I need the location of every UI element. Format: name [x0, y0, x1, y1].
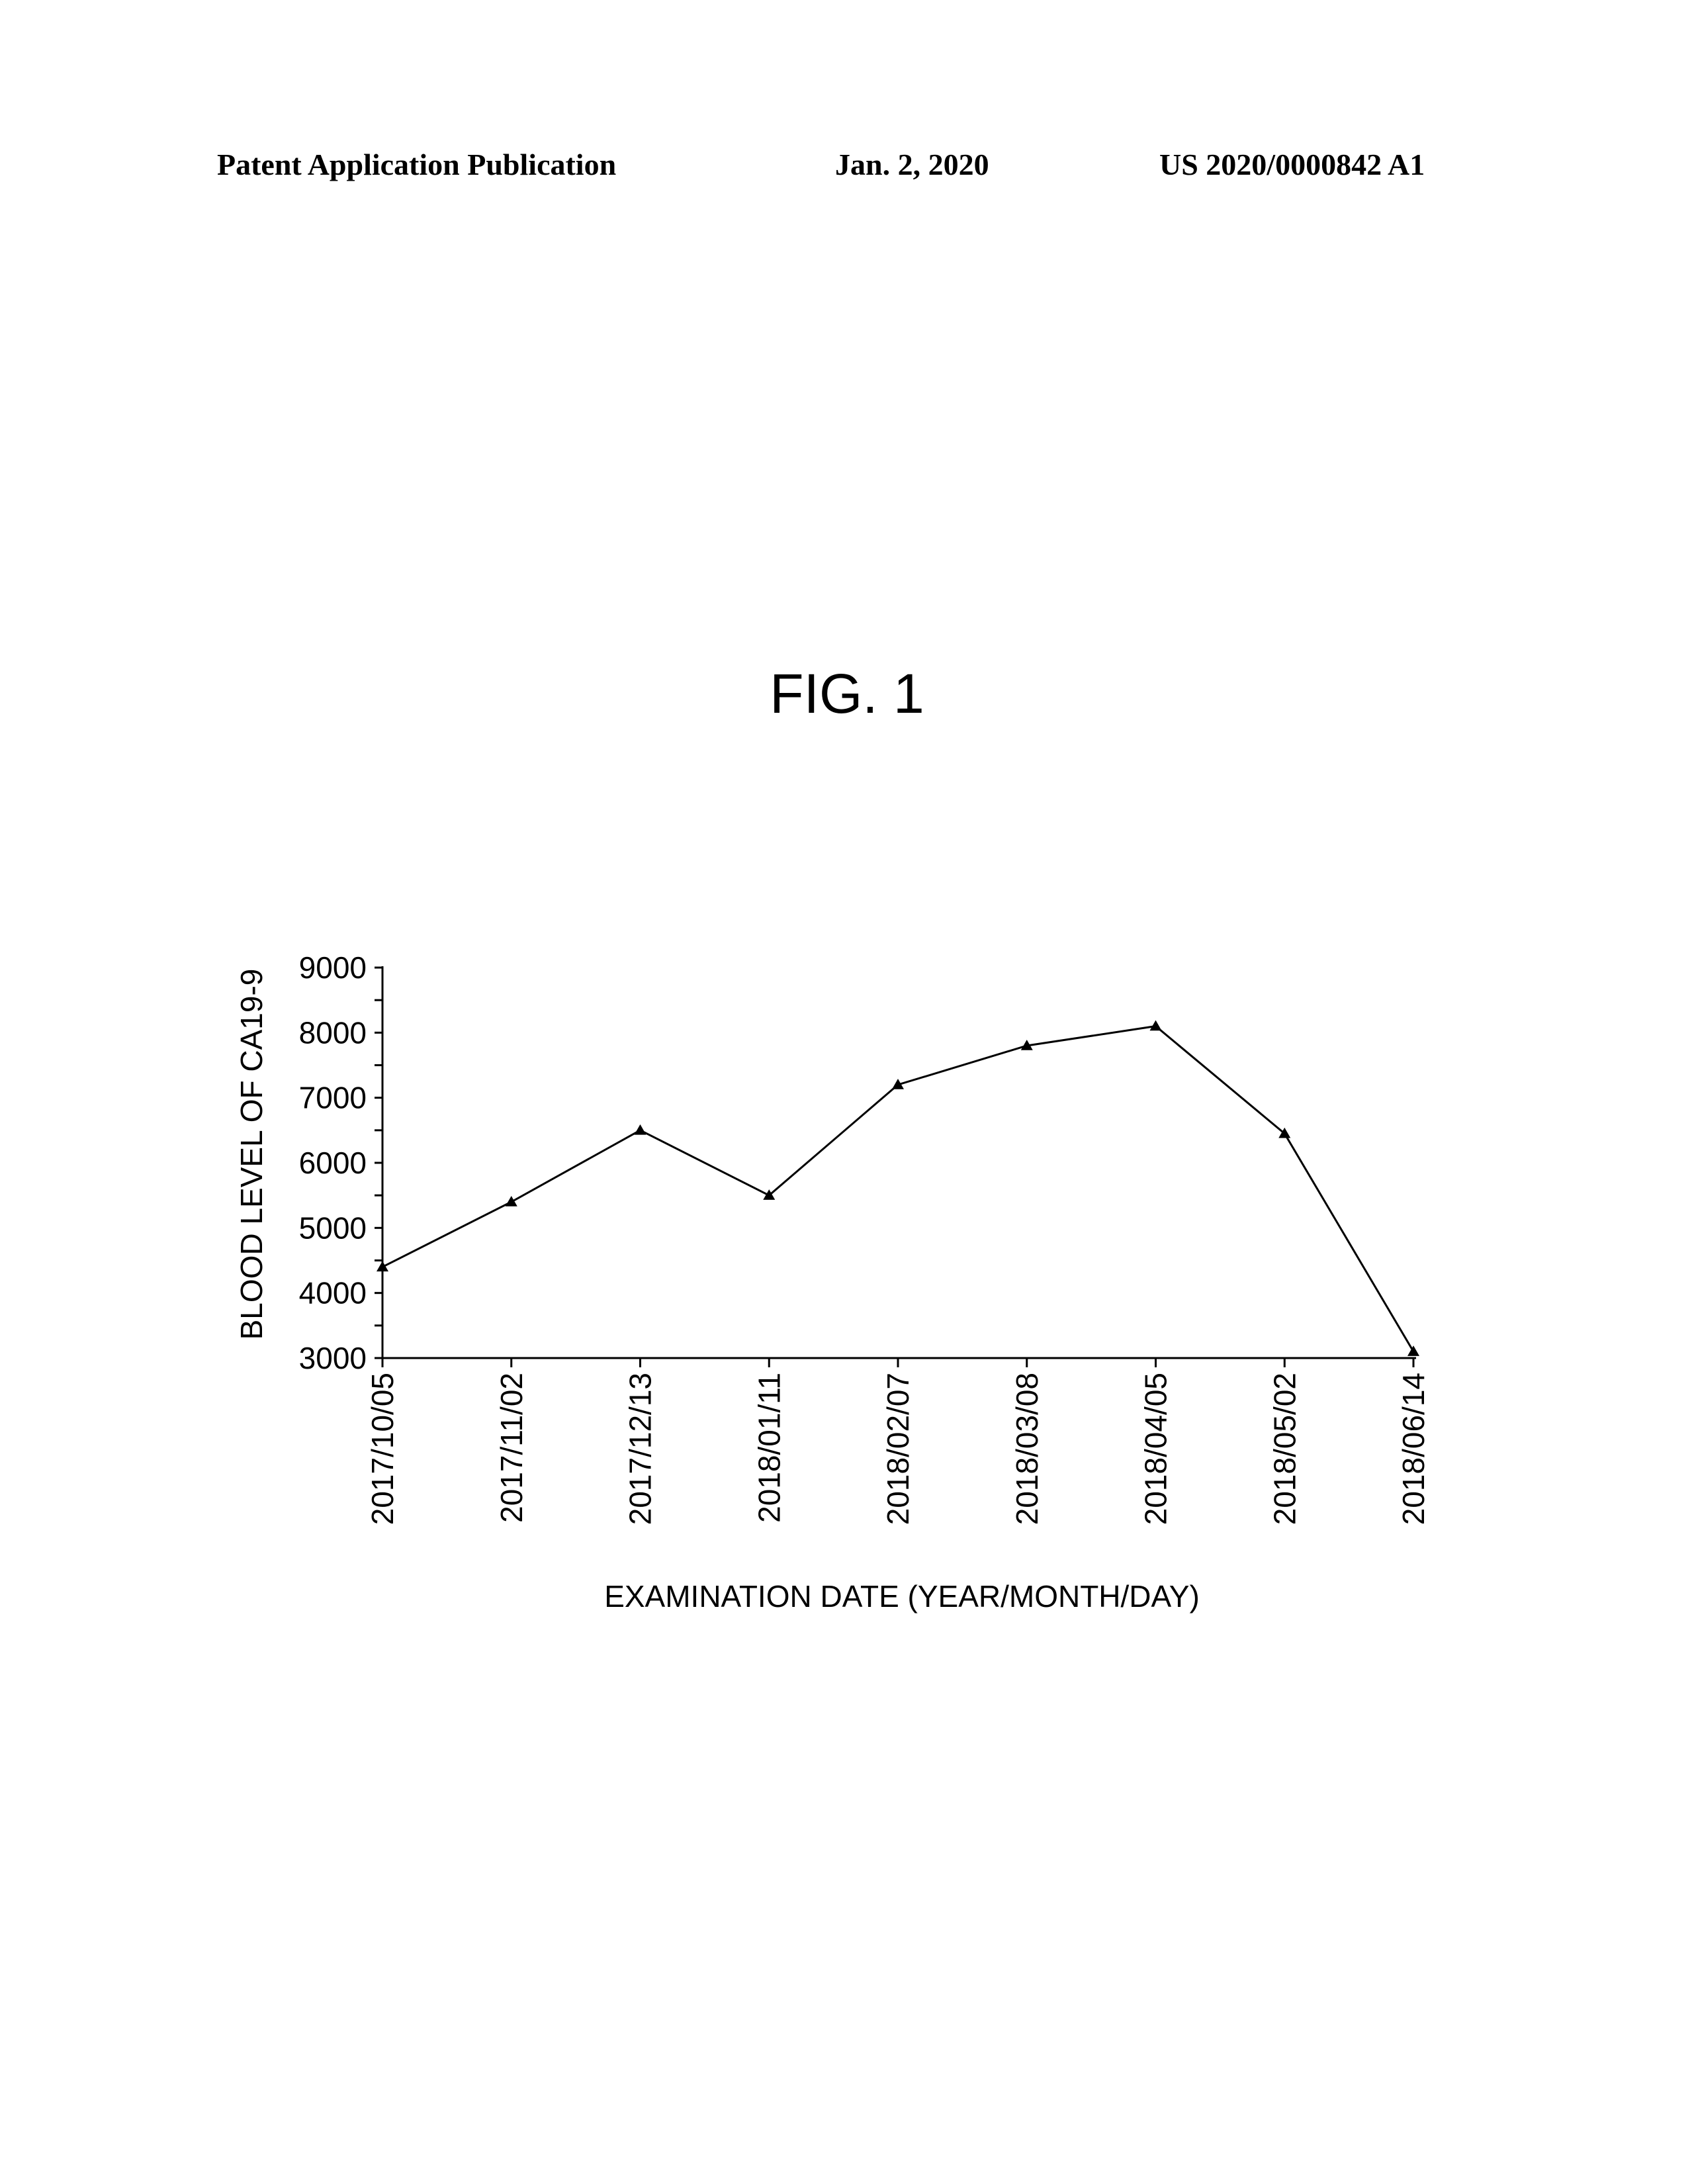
x-tick-label: 2018/05/02: [1267, 1373, 1302, 1525]
data-point-marker: [1020, 1040, 1033, 1050]
header-patent-number: US 2020/0000842 A1: [1159, 148, 1425, 181]
x-tick-label: 2018/06/14: [1396, 1373, 1431, 1525]
x-tick-label: 2018/01/11: [752, 1373, 786, 1523]
x-tick-label: 2018/02/07: [881, 1373, 915, 1525]
data-point-marker: [892, 1079, 904, 1089]
x-axis-label: EXAMINATION DATE (YEAR/MONTH/DAY): [604, 1579, 1200, 1614]
header-publication-type: Patent Application Publication: [217, 148, 617, 181]
x-tick-label: 2018/03/08: [1010, 1373, 1044, 1525]
x-tick-label: 2017/10/05: [365, 1373, 400, 1525]
chart-axes: [381, 966, 1416, 1359]
x-axis-ticks: 2017/10/05 2017/11/02 2017/12/13 2018/01/11…: [365, 1358, 1431, 1525]
x-tick-label: 2017/12/13: [623, 1373, 658, 1525]
figure-label: FIG. 1: [770, 662, 924, 725]
data-point-marker: [634, 1124, 646, 1135]
y-axis-ticks: 3000 4000 5000 6000 7000 8000 9000: [299, 950, 382, 1375]
data-point-marker: [377, 1261, 388, 1272]
data-point-marker: [505, 1196, 517, 1206]
data-point-marker: [763, 1189, 776, 1200]
x-tick-label: 2018/04/05: [1139, 1373, 1173, 1525]
y-tick-label: 6000: [299, 1146, 367, 1180]
data-point-marker: [1407, 1345, 1419, 1356]
y-tick-label: 3000: [299, 1341, 367, 1375]
y-tick-label: 4000: [299, 1276, 367, 1310]
series-line: [382, 1024, 1415, 1352]
header-date: Jan. 2, 2020: [835, 148, 989, 181]
data-point-marker: [1149, 1020, 1162, 1031]
y-tick-label: 9000: [299, 950, 367, 985]
series-layer: [377, 1020, 1419, 1356]
y-axis-label: BLOOD LEVEL OF CA19-9: [234, 969, 269, 1340]
y-tick-label: 8000: [299, 1015, 367, 1050]
y-tick-label: 7000: [299, 1081, 367, 1115]
y-tick-label: 5000: [299, 1210, 367, 1245]
data-point-marker: [1278, 1127, 1291, 1138]
x-tick-label: 2017/11/02: [494, 1373, 529, 1523]
